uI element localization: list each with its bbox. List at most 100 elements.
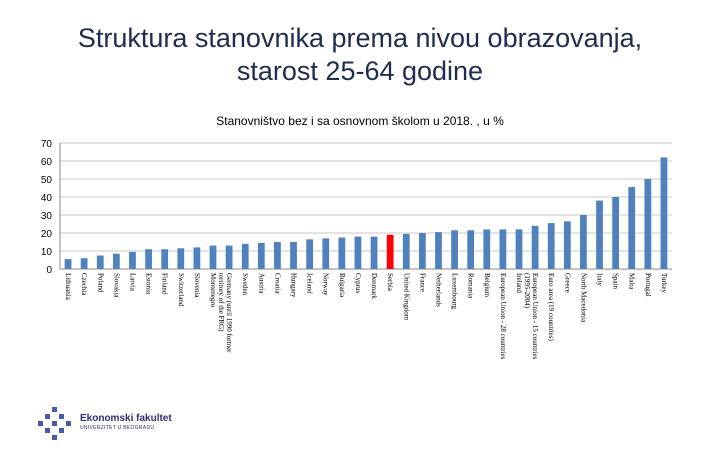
x-tick-label: Switzerland — [177, 273, 185, 307]
bar — [531, 225, 539, 269]
y-tick-label: 10 — [41, 247, 53, 258]
svg-text:Finland: Finland — [161, 273, 169, 295]
bar — [563, 221, 571, 269]
bar — [80, 258, 88, 269]
bar — [338, 237, 346, 269]
x-tick-label: Serbia — [386, 273, 394, 292]
slide-title-line-2: starost 25-64 godine — [236, 56, 484, 86]
bar — [596, 200, 603, 269]
bar — [241, 243, 249, 269]
svg-text:Spain: Spain — [612, 273, 620, 289]
svg-text:Slovakia: Slovakia — [112, 273, 120, 298]
y-tick-label: 60 — [41, 157, 53, 168]
y-tick-label: 70 — [41, 139, 53, 150]
bar — [145, 249, 152, 269]
bar — [499, 229, 507, 269]
bar — [177, 248, 185, 269]
bar — [515, 229, 523, 269]
svg-text:Sweden: Sweden — [241, 273, 249, 296]
logo-name: Ekonomski fakultet — [80, 413, 172, 424]
bar — [354, 236, 362, 269]
x-tick-label: Estonia — [145, 273, 153, 295]
bar — [193, 247, 201, 269]
svg-text:European Union - 28 countries: European Union - 28 countries — [499, 273, 507, 360]
bar — [161, 249, 169, 269]
x-tick-label: Austria — [257, 273, 265, 295]
svg-text:Serbia: Serbia — [386, 273, 394, 292]
x-tick-label: Poland — [96, 273, 104, 293]
faculty-logo-icon — [38, 407, 71, 440]
x-tick-label: Hungary — [290, 273, 298, 298]
bar — [612, 197, 620, 269]
bar — [435, 232, 442, 269]
x-tick-label: Finland — [161, 273, 169, 295]
chart-title: Stanovništvo bez i sa osnovnom školom u … — [216, 114, 504, 128]
svg-text:Bulgaria: Bulgaria — [338, 273, 346, 298]
bar — [451, 230, 458, 269]
svg-text:Iceland: Iceland — [306, 273, 314, 294]
bar — [370, 236, 378, 269]
svg-text:Latvia: Latvia — [128, 273, 136, 292]
bar — [96, 255, 104, 269]
x-tick-label: European Union - 28 countries — [499, 273, 507, 360]
x-tick-label: Latvia — [128, 273, 136, 292]
bar — [483, 229, 491, 269]
svg-text:Czechia: Czechia — [80, 273, 88, 296]
svg-text:Austria: Austria — [257, 273, 265, 295]
bar — [112, 253, 120, 269]
bar — [580, 215, 587, 269]
x-tick-label: Turkey — [660, 273, 668, 293]
svg-text:European Union - 15 countries: European Union - 15 countries — [531, 273, 539, 360]
y-tick-label: 50 — [41, 175, 53, 186]
bar — [290, 242, 297, 269]
svg-text:Malta: Malta — [628, 273, 636, 290]
x-tick-label: Belgium — [483, 273, 491, 298]
svg-text:Turkey: Turkey — [660, 273, 668, 293]
svg-text:Hungary: Hungary — [290, 273, 298, 298]
svg-text:Netherlands: Netherlands — [434, 273, 442, 307]
svg-text:North Macedonia: North Macedonia — [579, 273, 587, 323]
svg-text:Poland: Poland — [96, 273, 104, 293]
svg-text:Cyprus: Cyprus — [354, 273, 362, 294]
bar — [64, 259, 72, 269]
x-tick-label: Romania — [467, 273, 475, 299]
x-tick-label: Ireland — [515, 273, 523, 293]
x-tick-label: Lithuania — [64, 273, 72, 301]
x-tick-label: Luxembourg — [451, 273, 459, 310]
svg-text:Slovenia: Slovenia — [193, 273, 201, 298]
gridlines — [59, 142, 672, 270]
svg-text:territory of the FRG): territory of the FRG) — [217, 273, 225, 332]
svg-text:Romania: Romania — [467, 273, 475, 299]
x-tick-label: Cyprus — [354, 273, 362, 294]
x-tick-label: Greece — [563, 273, 571, 293]
svg-text:Norway: Norway — [322, 273, 330, 296]
svg-text:Croatia: Croatia — [273, 273, 281, 294]
svg-text:Switzerland: Switzerland — [177, 273, 185, 307]
x-tick-label: Norway — [322, 273, 330, 296]
x-tick-label: Iceland — [306, 273, 314, 294]
svg-text:Ireland: Ireland — [515, 273, 523, 293]
x-tick-label: Denmark — [370, 273, 378, 300]
x-tick-label: European Union - 15 countries(1995-2004) — [523, 273, 539, 360]
svg-text:Belgium: Belgium — [483, 273, 491, 298]
y-tick-label: 20 — [41, 229, 53, 240]
svg-text:United Kingdom: United Kingdom — [402, 273, 410, 321]
svg-text:Lithuania: Lithuania — [64, 273, 72, 301]
bar — [257, 242, 265, 269]
slide-title-line-1: Struktura stanovnika prema nivou obrazov… — [77, 23, 643, 53]
x-tick-label: Portugal — [644, 273, 652, 297]
bar — [402, 233, 410, 269]
svg-text:Greece: Greece — [563, 273, 571, 293]
x-tick-label: Sweden — [241, 273, 249, 296]
x-tick-label: Montenegro — [209, 273, 217, 308]
logo-subtitle: UNIVERZITET U BEOGRADU — [80, 425, 155, 431]
svg-text:Portugal: Portugal — [644, 273, 652, 297]
bar — [467, 230, 475, 269]
svg-text:Germany (until 1990 former: Germany (until 1990 former — [225, 273, 233, 353]
x-tick-label: Bulgaria — [338, 273, 346, 298]
svg-text:Luxembourg: Luxembourg — [451, 273, 459, 310]
x-axis-ticks: Lithuania Czechia Poland Slovakia Latvia Esto… — [64, 273, 668, 360]
bar — [322, 238, 330, 269]
